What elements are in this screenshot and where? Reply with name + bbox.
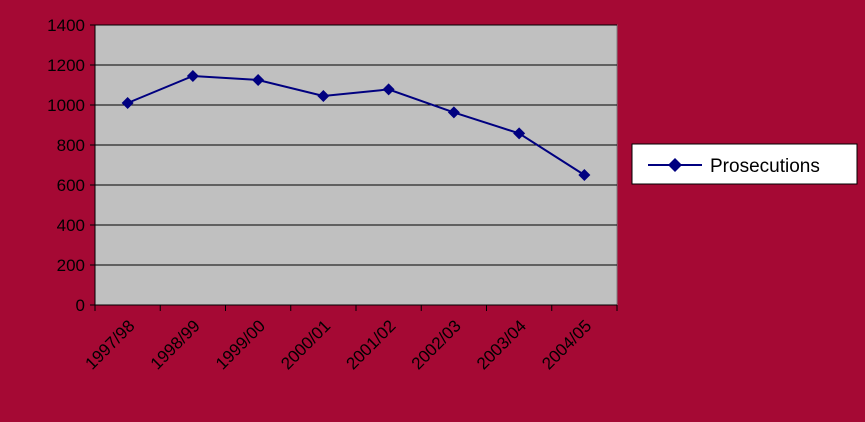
y-tick-label: 0 [76, 296, 85, 315]
x-tick-label: 1999/00 [212, 316, 269, 373]
y-tick-label: 200 [57, 256, 85, 275]
gridlines [95, 24, 617, 266]
axes [90, 24, 618, 311]
data-point-marker [252, 74, 265, 86]
x-tick-label: 2002/03 [408, 316, 465, 373]
x-tick-label: 1997/98 [82, 316, 139, 373]
y-tick-label: 600 [57, 176, 85, 195]
x-tick-label: 2000/01 [277, 316, 334, 373]
legend-label-prosecutions: Prosecutions [710, 156, 820, 177]
x-tick-label: 2001/02 [343, 316, 400, 373]
series-line [127, 74, 585, 176]
y-tick-label: 1200 [47, 56, 85, 75]
x-tick-label: 1998/99 [147, 316, 204, 373]
data-point-marker [578, 169, 591, 181]
y-tick-label: 400 [57, 216, 85, 235]
x-tick-label: 2004/05 [538, 316, 595, 373]
data-point-marker [447, 106, 460, 119]
legend: Prosecutions [631, 143, 858, 185]
y-tick-label: 1400 [47, 16, 85, 35]
data-point-marker [382, 83, 395, 96]
data-point-marker [121, 97, 134, 109]
x-axis-tick-labels: 1997/98 1998/99 1999/00 2000/01 2001/02 2002/… [82, 316, 596, 373]
legend-diamond-marker [668, 158, 682, 172]
data-point-marker [513, 127, 526, 140]
y-axis-tick-labels: 0 200 400 600 800 1000 1200 1400 [47, 16, 85, 315]
y-tick-label: 800 [57, 136, 85, 155]
data-point-marker [317, 90, 330, 102]
series-prosecutions [121, 70, 591, 181]
y-tick-label: 1000 [47, 96, 85, 115]
data-point-marker [186, 70, 199, 82]
plot-area [94, 24, 618, 306]
x-tick-label: 2003/04 [473, 316, 530, 373]
